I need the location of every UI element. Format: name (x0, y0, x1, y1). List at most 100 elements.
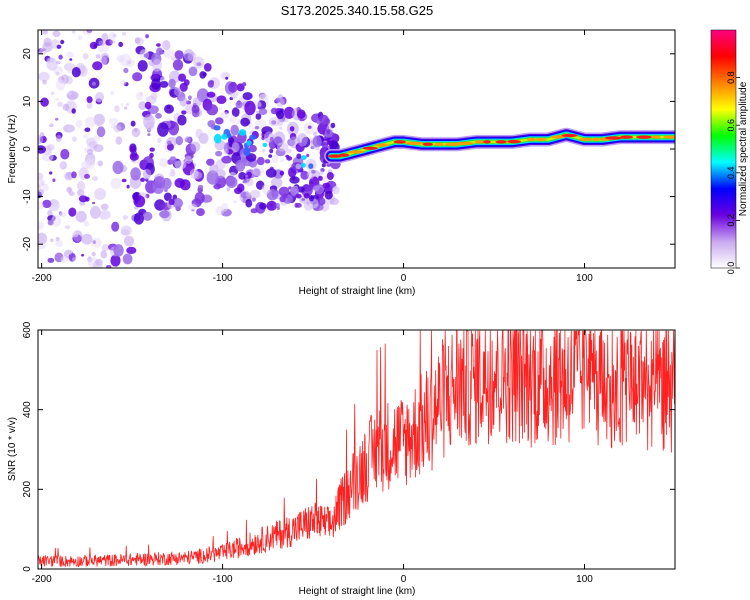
spectrogram-cell (279, 170, 285, 176)
spectrogram-cell (329, 198, 339, 205)
spectrogram-cell (252, 166, 264, 177)
spectrogram-cell (101, 33, 109, 42)
snr-y-ticks: 0 200 400 600 (22, 321, 675, 572)
spectrogram-cell (59, 211, 67, 218)
spectrogram-ridge-peak (578, 137, 593, 142)
spectrogram-blobs (38, 30, 341, 268)
spectrogram-cell (64, 225, 71, 230)
spectrogram-cell (215, 205, 224, 216)
spectrogram-cell (271, 177, 283, 189)
spectrogram-cell (100, 250, 108, 259)
spectrogram-cell (47, 219, 54, 226)
spectrogram-cell (158, 157, 169, 168)
spectrogram-ridge-peak (663, 135, 675, 139)
spectrogram-cell (220, 111, 230, 119)
spectrogram-cell (55, 117, 59, 121)
spectrogram-cell (50, 91, 55, 95)
spectrogram-cell (133, 212, 144, 225)
spectrogram-cell (213, 125, 221, 131)
spectrogram-cell (322, 182, 331, 189)
spectrogram-cell (93, 144, 104, 153)
colorbar-label: Normalized spectral amplitude (738, 81, 749, 216)
y-tick-label: -10 (22, 189, 33, 204)
spectrogram-cell (120, 103, 124, 107)
spectrogram-cell (318, 175, 323, 181)
spectrogram-cell (313, 131, 317, 136)
spectrogram-cell (57, 101, 63, 107)
spectrogram-cell (297, 186, 305, 193)
spectrogram-cell (216, 95, 227, 104)
spectrogram-cell (209, 164, 219, 174)
spectrogram-cell (326, 172, 334, 180)
spectrogram-cell (138, 101, 147, 110)
spectrogram-cell (132, 72, 143, 82)
spectrogram-cell (72, 30, 76, 34)
spectrogram-cell (38, 221, 44, 230)
spectrogram-cell (300, 162, 306, 168)
spectrogram-cell (326, 163, 332, 167)
spectrogram-cell (147, 133, 151, 137)
spectrogram-cell (163, 49, 175, 59)
colorbar-tick-label: 0.0 (726, 262, 736, 275)
spectrogram-cell (42, 152, 54, 162)
spectrogram-cell (112, 33, 117, 38)
spectrogram-cell (294, 202, 299, 208)
spectrogram-cell (174, 50, 184, 60)
y-tick-label: 400 (22, 401, 33, 418)
spectrogram-cell (163, 192, 172, 202)
spectrogram-cell (236, 119, 241, 125)
spectrogram-cell (75, 210, 87, 223)
spectrogram-cell (90, 205, 101, 219)
spectrogram-cell (114, 105, 120, 113)
spectrogram-cell (295, 193, 302, 199)
spectrogram-cell (83, 220, 90, 227)
spectrogram-cell (248, 123, 254, 128)
x-tick-label: 100 (576, 273, 593, 284)
spectrogram-cell (303, 200, 314, 211)
spectrogram-cell (49, 123, 54, 128)
colorbar-tick-label: 0.2 (726, 214, 736, 227)
spectrogram-cell (133, 128, 138, 133)
spectrogram-y-ticks: -20 -10 0 10 20 (22, 48, 675, 251)
spectrogram-ridge-peak (347, 150, 365, 154)
spectrogram-cell (134, 37, 141, 44)
spectrogram-cell (296, 109, 306, 119)
spectrogram-cell (156, 47, 163, 56)
spectrogram-cell (135, 91, 144, 101)
spectrogram-cell (193, 56, 205, 69)
spectrogram-cell (268, 117, 281, 127)
spectrogram-cell (300, 155, 307, 161)
spectrogram-cell (246, 140, 252, 146)
spectrogram-cell (255, 113, 262, 120)
spectrogram-cell (55, 240, 64, 247)
spectrogram-cell (206, 170, 219, 185)
spectrogram-cell (301, 184, 313, 197)
spectrogram-cell (91, 237, 102, 248)
spectrogram-cell (295, 163, 302, 170)
spectrogram-cell (83, 133, 89, 139)
spectrogram-cell (235, 101, 243, 109)
spectrogram-ridge-peak (507, 140, 521, 144)
spectrogram-cell (71, 67, 81, 78)
spectrogram-cell (225, 76, 229, 80)
spectrogram-cell (318, 114, 329, 126)
spectrogram-cell (160, 76, 166, 82)
spectrogram-cell (72, 257, 77, 262)
x-tick-label: 0 (401, 273, 407, 284)
spectrogram-cell (143, 114, 155, 130)
y-tick-label: 0 (22, 566, 33, 572)
spectrogram-cell (66, 186, 72, 193)
snr-x-ticks: -200 -100 0 100 (32, 330, 593, 585)
spectrogram-cell (309, 195, 315, 202)
spectrogram-cell (231, 142, 240, 153)
spectrogram-cell (151, 78, 161, 90)
spectrogram-cell (110, 90, 115, 96)
spectrogram-cell (283, 106, 295, 119)
spectrogram-cell (92, 61, 103, 71)
spectrogram-cell (245, 178, 254, 187)
spectrogram-cell (308, 163, 314, 169)
spectrogram-ridge-peak (526, 137, 537, 142)
spectrogram-cell (192, 97, 202, 107)
spectrogram-cell (77, 189, 85, 197)
spectrogram-cell (189, 168, 199, 179)
